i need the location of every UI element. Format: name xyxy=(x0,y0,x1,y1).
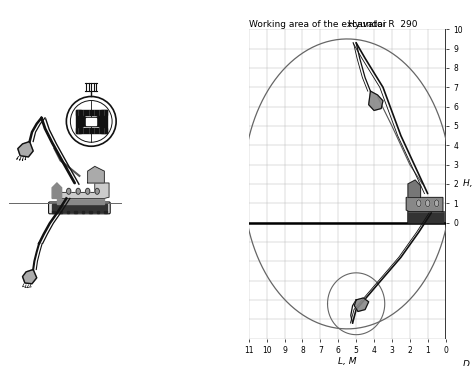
Polygon shape xyxy=(57,183,109,198)
Text: D, m: D, m xyxy=(463,360,474,366)
Text: Hyundai R  290: Hyundai R 290 xyxy=(348,20,418,29)
X-axis label: L, M: L, M xyxy=(338,356,356,366)
Polygon shape xyxy=(23,269,36,284)
Polygon shape xyxy=(57,198,104,204)
Polygon shape xyxy=(81,115,85,128)
Bar xyxy=(82,212,84,213)
Bar xyxy=(97,212,99,213)
Text: Working area of the excavator: Working area of the excavator xyxy=(249,20,386,29)
Ellipse shape xyxy=(95,188,99,194)
Polygon shape xyxy=(406,197,443,212)
Polygon shape xyxy=(52,204,107,212)
Polygon shape xyxy=(408,212,443,223)
Bar xyxy=(60,212,62,213)
Bar xyxy=(74,212,77,213)
Ellipse shape xyxy=(76,188,80,194)
Polygon shape xyxy=(76,109,81,133)
Ellipse shape xyxy=(434,200,439,207)
FancyBboxPatch shape xyxy=(48,202,110,214)
Ellipse shape xyxy=(85,188,90,194)
Polygon shape xyxy=(18,142,33,157)
Bar xyxy=(104,212,107,213)
Polygon shape xyxy=(355,298,369,311)
Bar xyxy=(90,212,92,213)
Polygon shape xyxy=(76,109,107,115)
Ellipse shape xyxy=(417,200,421,207)
Text: H, m: H, m xyxy=(463,179,474,188)
Ellipse shape xyxy=(66,188,71,194)
Polygon shape xyxy=(369,91,383,111)
Polygon shape xyxy=(408,180,420,197)
Ellipse shape xyxy=(426,200,430,207)
Polygon shape xyxy=(101,109,107,133)
Polygon shape xyxy=(52,183,62,198)
Bar xyxy=(52,212,55,213)
Polygon shape xyxy=(88,167,104,183)
Bar xyxy=(67,212,69,213)
Polygon shape xyxy=(76,128,107,133)
Polygon shape xyxy=(85,117,97,126)
Polygon shape xyxy=(86,118,97,125)
Polygon shape xyxy=(97,115,101,128)
